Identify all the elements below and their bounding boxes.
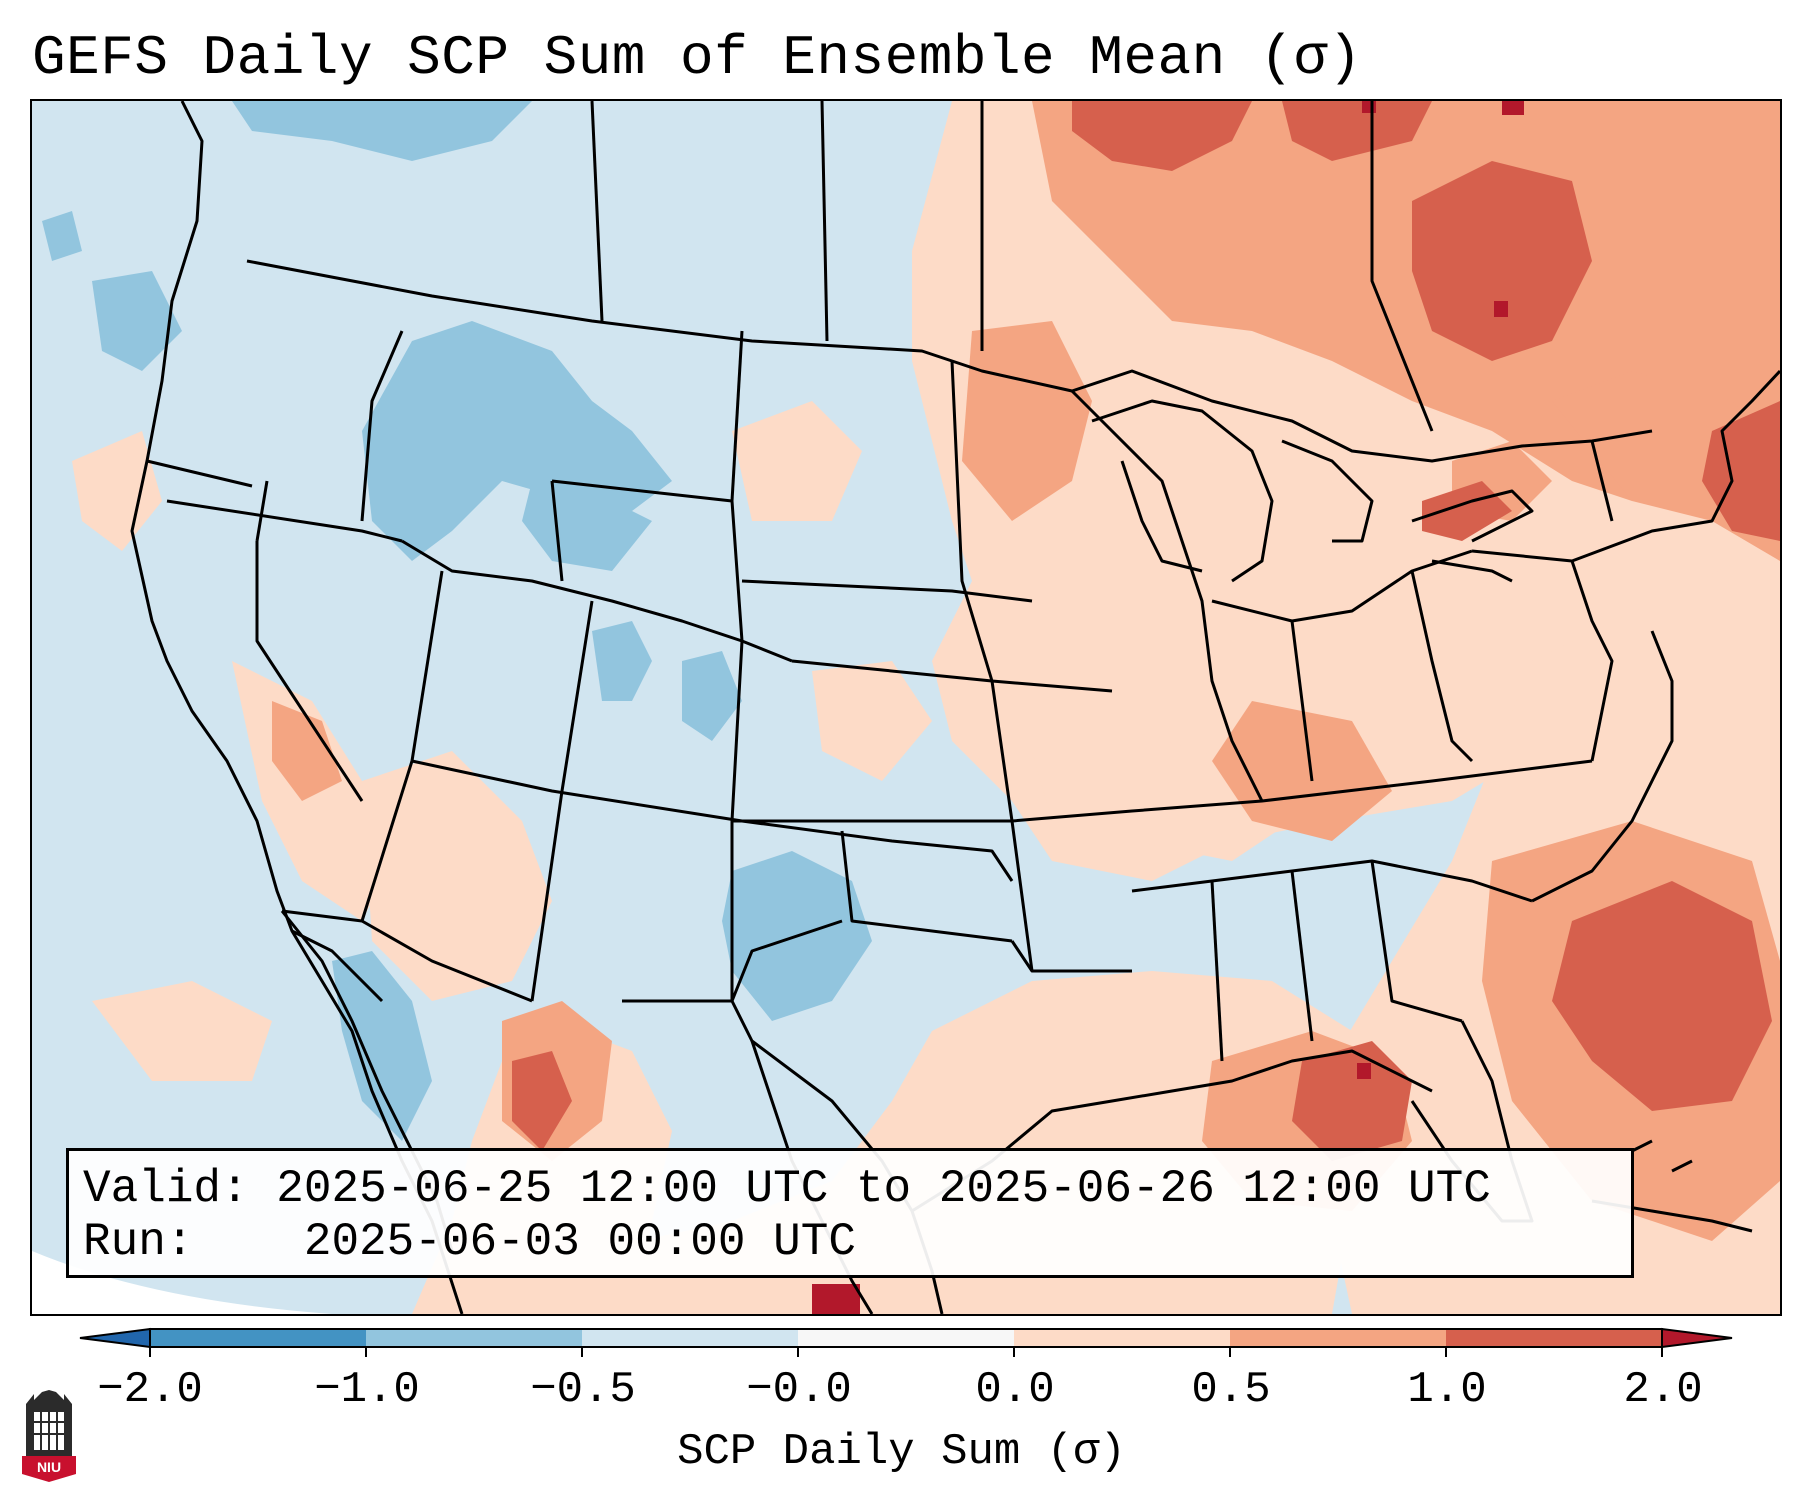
positive-anomaly-extreme [812,101,1524,1314]
run-label: Run: [83,1216,194,1268]
chart-title: GEFS Daily SCP Sum of Ensemble Mean (σ) [32,26,1363,90]
colorbar-tick-label: 0.0 [975,1365,1055,1415]
colorbar-extend-low [79,1327,151,1349]
projection-edge [32,1251,332,1314]
logo-text: NIU [37,1459,61,1475]
colorbar-segment [366,1329,582,1347]
colorbar-outline [149,1328,1663,1348]
colorbar-tick-label: 1.0 [1407,1365,1487,1415]
colorbar-segment [798,1329,1014,1347]
validity-info-box: Valid: 2025-06-25 12:00 UTC to 2025-06-2… [66,1148,1634,1278]
colorbar-tick-label: −2.0 [97,1365,203,1415]
colorbar-segment [582,1329,798,1347]
colorbar-segment [1446,1329,1662,1347]
colorbar-tick-label: −0.5 [530,1365,636,1415]
colorbar-segment [1014,1329,1230,1347]
valid-value: 2025-06-25 12:00 UTC to 2025-06-26 12:00… [276,1163,1491,1215]
colorbar-title: SCP Daily Sum (σ) [677,1427,1126,1477]
positive-anomaly-strong [512,101,1780,1161]
valid-label: Valid: [83,1163,249,1215]
colorbar-tick-label: 0.5 [1191,1365,1271,1415]
colorbar-segment [1230,1329,1446,1347]
run-time-line: Run: 2025-06-03 00:00 UTC [83,1215,856,1269]
valid-time-line: Valid: 2025-06-25 12:00 UTC to 2025-06-2… [83,1162,1491,1216]
colorbar-tick-label: 2.0 [1623,1365,1703,1415]
niu-logo-icon: NIU [22,1390,76,1482]
colorbar-extend-high [1661,1327,1733,1349]
map-frame [30,99,1782,1316]
colorbar-tick-label: −1.0 [314,1365,420,1415]
colorbar-tick-label: −0.0 [746,1365,852,1415]
colorbar-segment [150,1329,366,1347]
anomaly-map [32,101,1780,1314]
colorbar [79,1327,1733,1357]
logo-shield [22,1456,76,1482]
run-value: 2025-06-03 00:00 UTC [303,1216,856,1268]
